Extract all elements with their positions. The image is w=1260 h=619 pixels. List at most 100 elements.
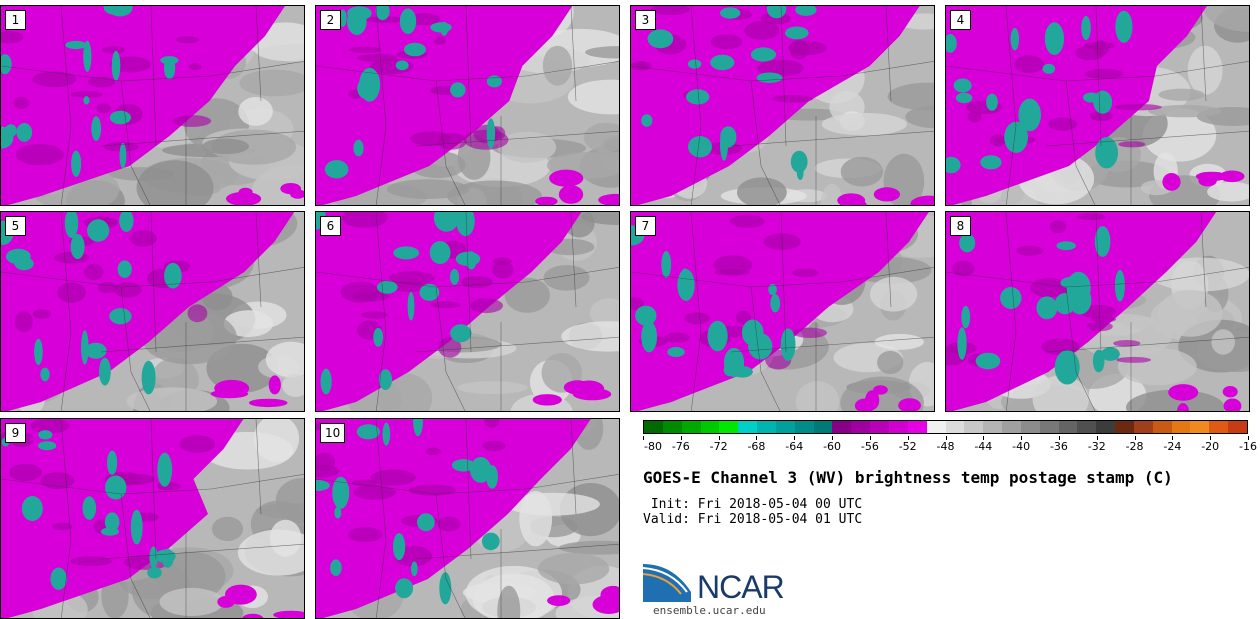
colorbar-tick-label: -80 (644, 440, 662, 453)
satellite-image (1, 6, 304, 205)
panel-number: 2 (320, 10, 341, 30)
ncar-logo-icon (643, 564, 691, 602)
colorbar-tick-mark (718, 436, 720, 440)
map-panel-3: 3 (630, 5, 935, 206)
colorbar-tick-mark (869, 436, 871, 440)
colorbar-tick-label: -48 (936, 440, 955, 453)
satellite-image (316, 419, 619, 618)
map-panel-2: 2 (315, 5, 620, 206)
colorbar-segment (1077, 421, 1097, 433)
panel-number: 8 (950, 216, 971, 236)
colorbar-segment (888, 421, 908, 433)
colorbar-segment (907, 421, 927, 433)
colorbar-tick-mark (832, 436, 834, 440)
colorbar-tick-label: -52 (898, 440, 917, 453)
colorbar-segment (1171, 421, 1191, 433)
colorbar-segment (662, 421, 682, 433)
panel-number: 9 (5, 423, 26, 443)
colorbar-tick-label: -68 (747, 440, 766, 453)
colorbar-tick-label: -72 (709, 440, 728, 453)
colorbar-segment (775, 421, 795, 433)
colorbar-tick-label: -28 (1125, 440, 1144, 453)
colorbar-tick-label: -24 (1163, 440, 1182, 453)
colorbar-tick-label: -40 (1012, 440, 1031, 453)
colorbar-tick-label: -20 (1201, 440, 1220, 453)
colorbar-tick-mark (1248, 436, 1249, 440)
map-panel-5: 5 (0, 211, 305, 412)
colorbar-tick-label: -44 (974, 440, 993, 453)
colorbar-segment (813, 421, 833, 433)
colorbar-tick-mark (1096, 436, 1098, 440)
colorbar-tick-mark (907, 436, 909, 440)
map-panel-7: 7 (630, 211, 935, 412)
colorbar-tick-mark (680, 436, 682, 440)
map-panel-10: 10 (315, 418, 620, 619)
colorbar-segment (1209, 421, 1229, 433)
colorbar-tick-mark (1172, 436, 1174, 440)
colorbar-segment (964, 421, 984, 433)
panel-number: 10 (320, 423, 346, 443)
colorbar-tick-label: -76 (671, 440, 690, 453)
satellite-image (631, 212, 934, 411)
satellite-image (946, 6, 1249, 205)
colorbar-tick-mark (1021, 436, 1023, 440)
panel-number: 1 (5, 10, 26, 30)
colorbar-segment (757, 421, 776, 433)
colorbar-segment (700, 421, 720, 433)
colorbar-segment (1096, 421, 1116, 433)
figure-title: GOES-E Channel 3 (WV) brightness temp po… (643, 468, 1173, 487)
colorbar-segment (719, 421, 739, 433)
colorbar-tick-label: -60 (823, 440, 842, 453)
map-panel-1: 1 (0, 5, 305, 206)
init-time: Init: Fri 2018-05-04 00 UTC (643, 497, 863, 512)
colorbar-segment (1058, 421, 1078, 433)
logo-url: ensemble.ucar.edu (653, 604, 766, 617)
panel-number: 7 (635, 216, 656, 236)
colorbar-tick-label: -16 (1239, 440, 1257, 453)
colorbar-segment (983, 421, 1003, 433)
colorbar-tick-label: -32 (1087, 440, 1106, 453)
colorbar-segment (794, 421, 814, 433)
panel-number: 4 (950, 10, 971, 30)
colorbar-segment (1190, 421, 1210, 433)
panel-number: 6 (320, 216, 341, 236)
colorbar-segment (1152, 421, 1172, 433)
colorbar (643, 420, 1248, 434)
satellite-image (946, 212, 1249, 411)
colorbar-segment (1115, 421, 1134, 433)
colorbar-tick-mark (794, 436, 796, 440)
colorbar-tick-mark (1134, 436, 1136, 440)
colorbar-segment (644, 421, 663, 433)
colorbar-segment (926, 421, 946, 433)
colorbar-tick-mark (756, 436, 758, 440)
map-panel-6: 6 (315, 211, 620, 412)
satellite-image (631, 6, 934, 205)
colorbar-tick-label: -36 (1049, 440, 1068, 453)
colorbar-segment (738, 421, 758, 433)
colorbar-segment (1002, 421, 1021, 433)
panel-number: 3 (635, 10, 656, 30)
satellite-image (1, 419, 304, 618)
colorbar-tick-labels: -80 -76 -72 -68 -64 -60 -56 -52 -48 -44 -40 -36 -32 -… (643, 436, 1257, 456)
colorbar-segment (681, 421, 701, 433)
colorbar-segment (832, 421, 852, 433)
map-panel-8: 8 (945, 211, 1250, 412)
colorbar-tick-mark (1210, 436, 1212, 440)
colorbar-tick-mark (945, 436, 947, 440)
colorbar-tick-mark (1058, 436, 1060, 440)
colorbar-segment (1228, 421, 1247, 433)
colorbar-tick-mark (983, 436, 985, 440)
colorbar-tick-label: -56 (860, 440, 879, 453)
colorbar-segment (1039, 421, 1059, 433)
map-panel-4: 4 (945, 5, 1250, 206)
satellite-image (1, 212, 304, 411)
map-panel-9: 9 (0, 418, 305, 619)
colorbar-segment (1020, 421, 1040, 433)
colorbar-tick-label: -64 (785, 440, 804, 453)
panel-number: 5 (5, 216, 26, 236)
colorbar-segment (1133, 421, 1153, 433)
satellite-image (316, 6, 619, 205)
satellite-image (316, 212, 619, 411)
colorbar-segment (870, 421, 889, 433)
valid-time: Valid: Fri 2018-05-04 01 UTC (643, 512, 863, 527)
